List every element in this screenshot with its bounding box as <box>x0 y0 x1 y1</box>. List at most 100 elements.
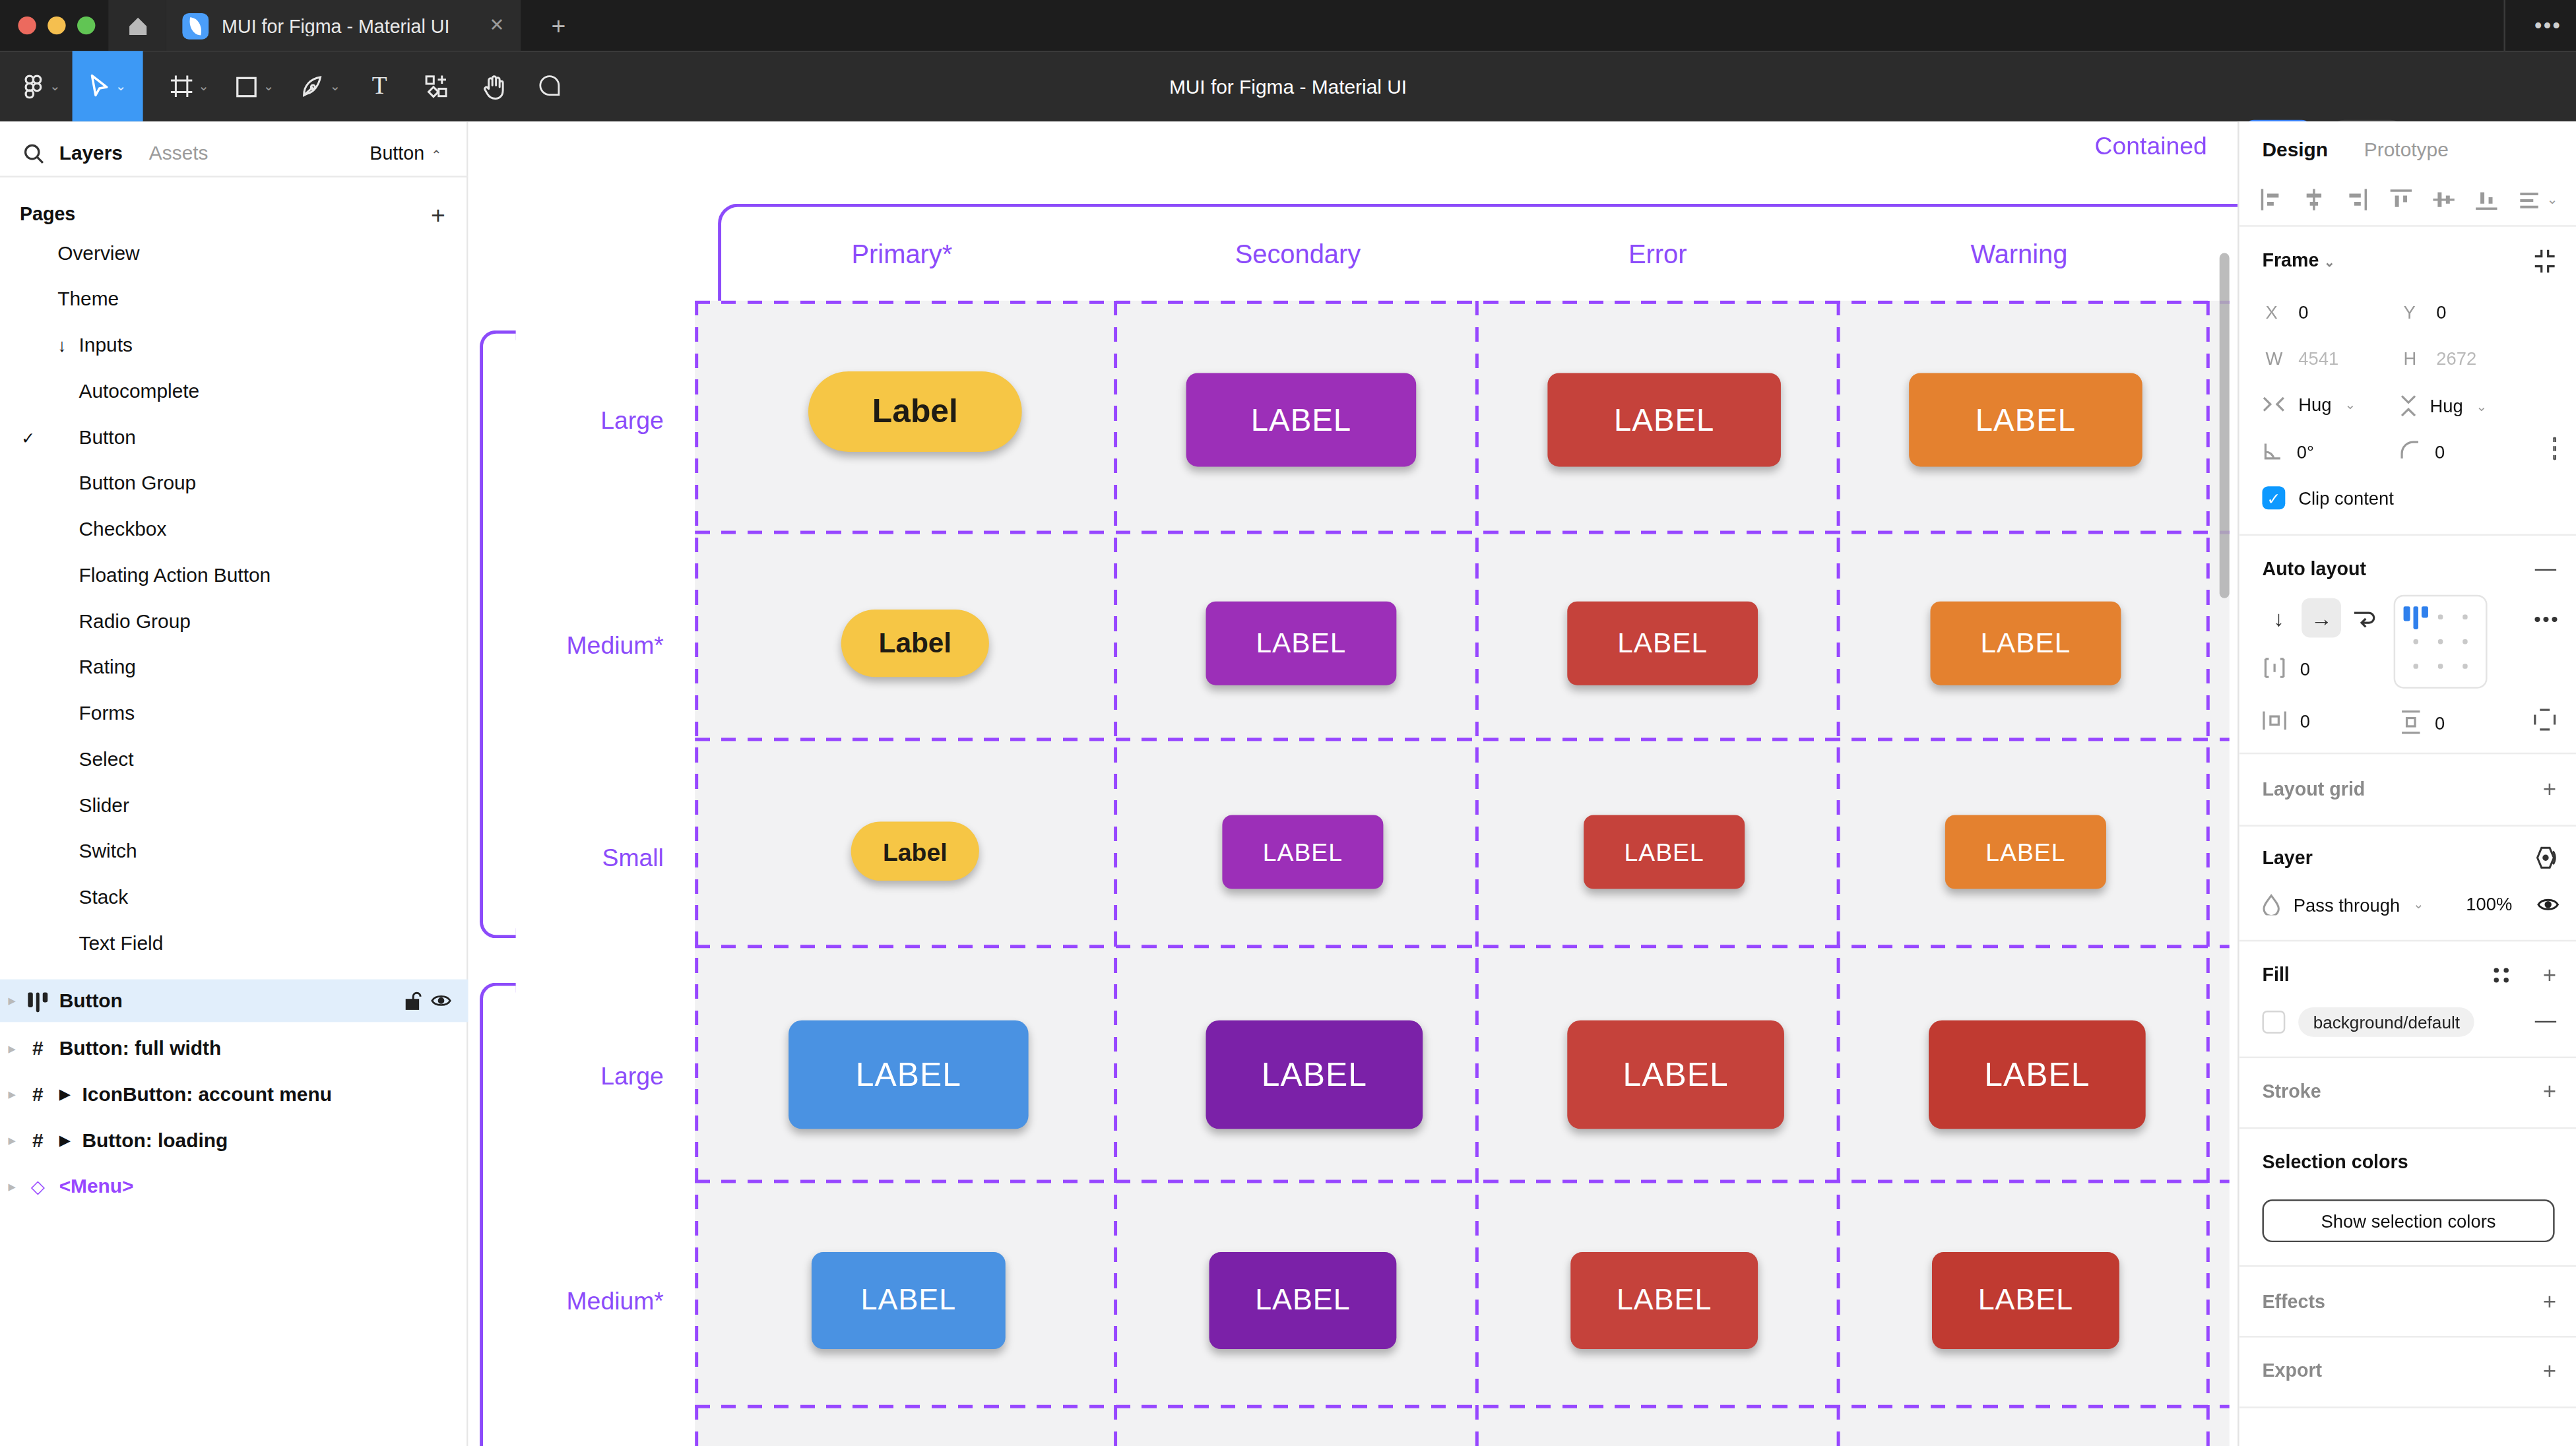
page-item-rating[interactable]: Rating <box>0 644 468 690</box>
close-tab-icon[interactable]: ✕ <box>489 15 504 36</box>
chevron-right-icon[interactable]: ▸ <box>8 1132 15 1148</box>
auto-layout-align-grid[interactable] <box>2394 595 2488 689</box>
page-item-floating-action-button[interactable]: Floating Action Button <box>0 552 468 598</box>
tab-assets[interactable]: Assets <box>149 141 209 164</box>
rotation-field[interactable]: 0° <box>2262 441 2314 462</box>
button-medium-primary[interactable]: Label <box>841 610 989 677</box>
clip-content-checkbox[interactable]: ✓ Clip content <box>2262 486 2393 509</box>
add-page-button[interactable]: + <box>431 200 445 228</box>
window-zoom-button[interactable] <box>77 16 95 34</box>
remove-fill-button[interactable]: — <box>2535 1007 2556 1032</box>
height-field[interactable]: H2672 <box>2404 348 2477 368</box>
page-item-switch[interactable]: Switch <box>0 828 468 874</box>
blend-mode-dropdown[interactable]: Pass through⌄ <box>2262 894 2424 915</box>
fill-token-chip[interactable]: background/default <box>2298 1007 2474 1037</box>
page-item-inputs[interactable]: ↓ Inputs <box>0 322 468 368</box>
button-large-secondary[interactable]: LABEL <box>1186 373 1417 466</box>
auto-layout-horizontal-button[interactable]: → <box>2302 598 2341 638</box>
chevron-right-icon[interactable]: ▸ <box>8 993 15 1009</box>
align-top-icon[interactable] <box>2388 187 2412 212</box>
button-medium-error[interactable]: LABEL <box>1567 602 1758 685</box>
align-left-icon[interactable] <box>2259 187 2283 212</box>
window-minimize-button[interactable] <box>48 16 65 34</box>
blend-mode-icon[interactable] <box>2532 846 2556 869</box>
document-tab[interactable]: MUI for Figma - Material UI ✕ <box>166 0 521 51</box>
layer-row-button[interactable]: ▸ Button <box>0 980 468 1022</box>
corner-radius-field[interactable]: 0 <box>2400 441 2445 462</box>
auto-layout-vertical-button[interactable]: ↓ <box>2259 598 2298 638</box>
main-menu-button[interactable]: ⌄ <box>13 51 69 121</box>
auto-layout-wrap-button[interactable] <box>2344 598 2384 638</box>
add-export-button[interactable]: + <box>2543 1357 2556 1383</box>
vertical-resizing-dropdown[interactable]: Hug⌄ <box>2400 394 2488 418</box>
move-tool-button[interactable]: ⌄ <box>73 51 143 121</box>
layer-row-menu-instance[interactable]: ▸ ◇ <Menu> <box>0 1165 468 1208</box>
page-item-select[interactable]: Select <box>0 736 468 782</box>
collapse-icon[interactable] <box>2533 250 2556 273</box>
tab-design[interactable]: Design <box>2262 138 2328 161</box>
component-selector[interactable]: Button⌃ <box>370 143 441 163</box>
page-item-button-group[interactable]: Button Group <box>0 460 468 506</box>
page-item-autocomplete[interactable]: Autocomplete <box>0 368 468 414</box>
add-layout-grid-button[interactable]: + <box>2543 776 2556 802</box>
frame-tool-button[interactable]: ⌄ <box>161 51 217 121</box>
align-horizontal-center-icon[interactable] <box>2302 187 2327 212</box>
show-selection-colors-button[interactable]: Show selection colors <box>2262 1199 2554 1242</box>
y-position-field[interactable]: Y0 <box>2404 302 2447 322</box>
button-small-primary[interactable]: Label <box>851 821 979 881</box>
horizontal-padding-field[interactable]: 0 <box>2262 710 2310 731</box>
chevron-right-icon[interactable]: ▸ <box>8 1040 15 1057</box>
page-item-overview[interactable]: Overview <box>0 230 468 276</box>
button-medium-primary-alt[interactable]: LABEL <box>812 1252 1006 1349</box>
pen-tool-button[interactable]: ⌄ <box>292 51 348 121</box>
fill-row[interactable]: background/default <box>2262 1007 2474 1037</box>
button-large-error-alt[interactable]: LABEL <box>1567 1021 1784 1129</box>
layer-row-button-loading[interactable]: ▸ # ▶ Button: loading <box>0 1119 468 1162</box>
chevron-right-icon[interactable]: ▸ <box>8 1086 15 1102</box>
button-medium-warning-alt[interactable]: LABEL <box>1932 1252 2119 1349</box>
frame-section-header[interactable]: Frame⌄ <box>2262 250 2334 270</box>
add-stroke-button[interactable]: + <box>2543 1078 2556 1104</box>
item-spacing-field[interactable]: 0 <box>2262 657 2310 678</box>
comment-tool-button[interactable] <box>527 51 570 121</box>
fill-color-swatch[interactable] <box>2262 1011 2285 1034</box>
page-item-button[interactable]: ✓ Button <box>0 414 468 460</box>
layer-row-iconbutton-account-menu[interactable]: ▸ # ▶ IconButton: account menu <box>0 1073 468 1116</box>
home-tab[interactable] <box>108 0 166 51</box>
independent-corners-button[interactable] <box>2553 439 2556 458</box>
chevron-right-icon[interactable]: ▸ <box>8 1178 15 1195</box>
button-large-secondary-alt[interactable]: LABEL <box>1206 1021 1423 1129</box>
eye-icon[interactable] <box>2536 896 2560 914</box>
button-small-error[interactable]: LABEL <box>1584 815 1745 889</box>
page-item-text-field[interactable]: Text Field <box>0 920 468 966</box>
button-medium-secondary-alt[interactable]: LABEL <box>1209 1252 1396 1349</box>
button-large-warning[interactable]: LABEL <box>1909 373 2142 466</box>
eye-icon[interactable] <box>430 993 451 1009</box>
layer-row-button-full-width[interactable]: ▸ # Button: full width <box>0 1027 468 1070</box>
page-item-slider[interactable]: Slider <box>0 782 468 829</box>
design-canvas[interactable]: Contained Primary* Secondary Error Warni… <box>468 121 2238 1446</box>
page-item-checkbox[interactable]: Checkbox <box>0 506 468 552</box>
frame-name-label[interactable]: Contained <box>2094 131 2206 159</box>
button-small-secondary[interactable]: LABEL <box>1222 815 1383 889</box>
canvas-vertical-scrollbar[interactable] <box>2220 253 2230 598</box>
align-vertical-center-icon[interactable] <box>2431 187 2455 212</box>
remove-auto-layout-button[interactable]: — <box>2535 555 2556 580</box>
window-close-button[interactable] <box>18 16 36 34</box>
vertical-padding-field[interactable]: 0 <box>2400 710 2445 734</box>
button-medium-secondary[interactable]: LABEL <box>1206 602 1397 685</box>
tab-prototype[interactable]: Prototype <box>2364 138 2449 161</box>
fill-styles-icon[interactable] <box>2493 968 2510 982</box>
new-tab-button[interactable]: + <box>536 0 582 51</box>
button-medium-error-alt[interactable]: LABEL <box>1570 1252 1758 1349</box>
add-effect-button[interactable]: + <box>2543 1288 2556 1315</box>
text-tool-button[interactable]: T <box>360 51 399 121</box>
page-item-radio-group[interactable]: Radio Group <box>0 598 468 644</box>
width-field[interactable]: W4541 <box>2265 348 2338 368</box>
page-item-stack[interactable]: Stack <box>0 874 468 920</box>
more-tabs-icon[interactable]: ••• <box>2527 0 2569 51</box>
shape-tool-button[interactable]: ⌄ <box>227 51 283 121</box>
button-medium-warning[interactable]: LABEL <box>1931 602 2121 685</box>
search-icon[interactable] <box>23 142 44 163</box>
page-item-forms[interactable]: Forms <box>0 690 468 736</box>
